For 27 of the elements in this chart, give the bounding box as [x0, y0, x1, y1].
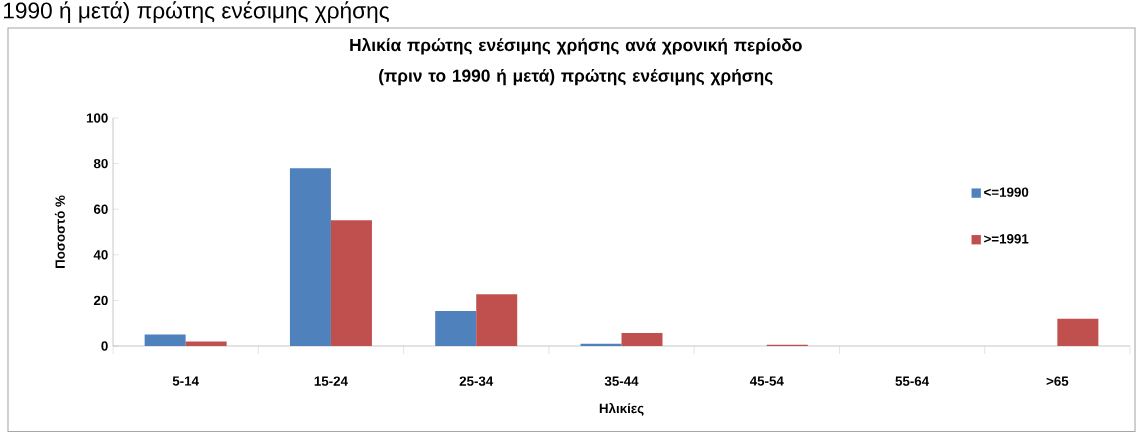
bar	[289, 168, 331, 346]
y-tick-label: 80	[93, 158, 108, 169]
bar	[476, 294, 518, 346]
text: 1990 ή μετά) πρώτης ενέσιμης χρήσης	[4, 1, 389, 24]
y-tick-label: 100	[86, 113, 108, 123]
bar	[1057, 318, 1099, 346]
x-axis-title: Ηλικίες	[599, 403, 644, 416]
x-tick-label: >65	[1046, 376, 1069, 386]
y-tick-label: 60	[93, 204, 108, 214]
bar	[185, 341, 227, 346]
bar	[435, 311, 477, 346]
x-tick-label: 55-64	[895, 376, 930, 386]
x-tick-label: 5-14	[172, 376, 199, 386]
x-tick-label: 35-44	[604, 376, 639, 386]
chart-title: Ηλικία πρώτης ενέσιμης χρήσης ανά χρονική περίοδο (πριν το 1990 ή μετά) πρώτης ενέσιμης χρήσης	[350, 38, 802, 86]
y-tick-label: 0	[101, 341, 108, 351]
bar	[621, 333, 663, 346]
y-tick-label: 40	[93, 250, 108, 260]
x-tick-label: 25-34	[459, 376, 494, 386]
legend-label: <=1990	[984, 187, 1029, 197]
x-tick-label: 15-24	[314, 376, 348, 386]
bar	[144, 334, 186, 346]
y-tick-label: 20	[93, 295, 108, 306]
bar	[330, 220, 372, 346]
x-tick-label: 45-54	[749, 376, 784, 386]
y-axis-title: Ποσοστό %	[54, 195, 65, 269]
legend-label: >=1991	[984, 234, 1029, 244]
